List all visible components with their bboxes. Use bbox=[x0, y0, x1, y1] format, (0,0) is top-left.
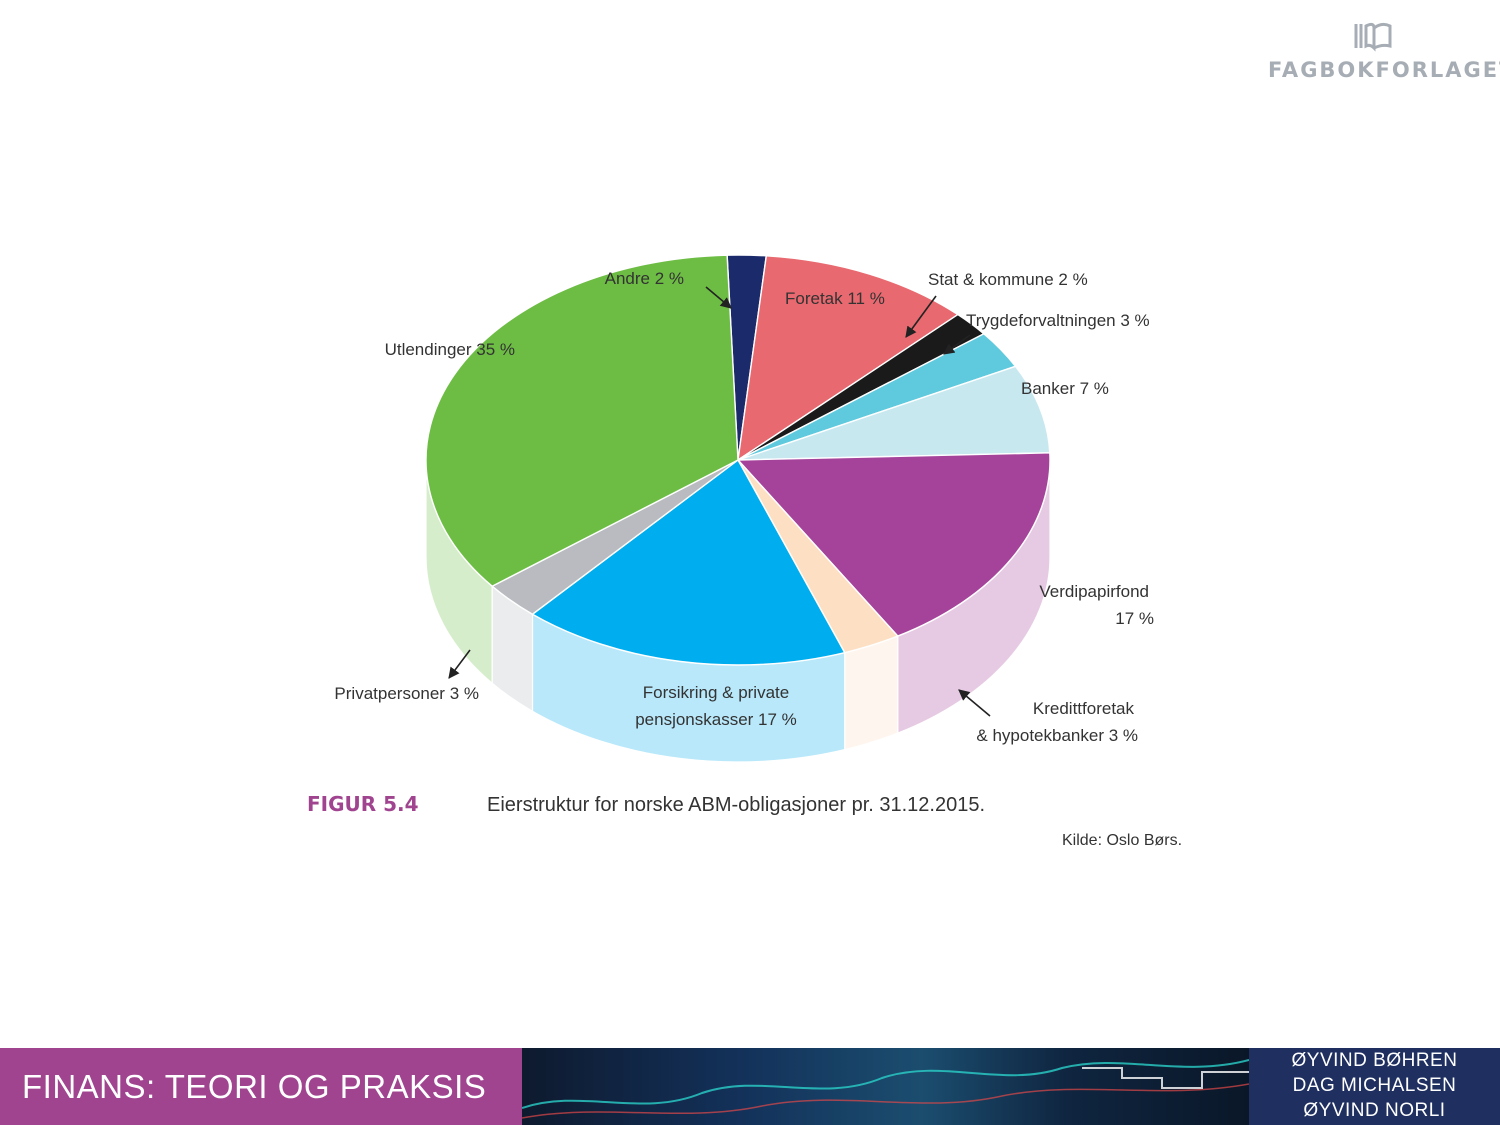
author-name: ØYVIND NORLI bbox=[1303, 1100, 1446, 1121]
label-arrow bbox=[448, 649, 471, 679]
author-name: ØYVIND BØHREN bbox=[1291, 1050, 1458, 1071]
book-title: FINANS: TEORI OG PRAKSIS bbox=[0, 1048, 522, 1125]
slice-label-verdipapirfond: Verdipapirfond 17 % bbox=[1039, 582, 1154, 628]
slice-label-foretak-11: Foretak 11 % bbox=[785, 289, 885, 308]
publisher-name: FAGBOKFORLAGET bbox=[1268, 58, 1500, 82]
pie-side-walls bbox=[425, 459, 1051, 763]
pie-slice-verdipapirfond bbox=[736, 452, 1051, 637]
pie-slice-forsikring-private bbox=[531, 458, 846, 666]
label-arrow bbox=[943, 334, 971, 355]
slice-label-stat-kommune-2: Stat & kommune 2 % bbox=[928, 270, 1088, 289]
book-logo-icon bbox=[1354, 22, 1392, 52]
label-arrow bbox=[958, 689, 991, 717]
slice-label-banker-7: Banker 7 % bbox=[1021, 379, 1109, 398]
pie-wall-kredittforetak bbox=[844, 635, 899, 751]
figure-caption: Eierstruktur for norske ABM-obligasjoner… bbox=[487, 794, 986, 816]
slice-labels: Andre 2 % Foretak 11 % Stat & kommune 2 % T… bbox=[334, 269, 1154, 745]
slice-label-kredittforetak: Kredittforetak & hypotekbanker 3 % bbox=[976, 699, 1138, 745]
label-arrow bbox=[705, 286, 732, 309]
pie-slice-utlendinger-35 bbox=[425, 254, 739, 588]
pie-slice-banker-7 bbox=[737, 365, 1051, 461]
author-name: DAG MICHALSEN bbox=[1292, 1075, 1457, 1096]
book-authors: ØYVIND BØHREN DAG MICHALSEN ØYVIND NORLI bbox=[1249, 1048, 1500, 1125]
slice-label-forsikring-private: Forsikring & private pensjonskasser 17 % bbox=[635, 683, 797, 729]
pie-slice-foretak-11 bbox=[737, 255, 960, 462]
footer-banner: FINANS: TEORI OG PRAKSIS ØYVIND BØHREN D… bbox=[0, 1048, 1500, 1125]
slice-label-trygdeforvaltningen-3: Trygdeforvaltningen 3 % bbox=[966, 311, 1150, 330]
figure-source: Kilde: Oslo Børs. bbox=[1062, 832, 1183, 849]
slice-label-privatpersoner-3: Privatpersoner 3 % bbox=[334, 684, 479, 703]
pie-top-slices bbox=[425, 254, 1051, 666]
label-arrow bbox=[905, 295, 937, 338]
publisher-logo: FAGBOKFORLAGET bbox=[1268, 20, 1500, 82]
slice-label-utlendinger-35: Utlendinger 35 % bbox=[385, 340, 515, 359]
footer-stock-chart-image bbox=[522, 1048, 1249, 1125]
pie-chart: Andre 2 % Foretak 11 % Stat & kommune 2 % T… bbox=[334, 254, 1154, 763]
label-arrows bbox=[448, 286, 991, 717]
figure-number: FIGUR 5.4 bbox=[307, 792, 419, 816]
slice-label-andre-2: Andre 2 % bbox=[605, 269, 684, 288]
